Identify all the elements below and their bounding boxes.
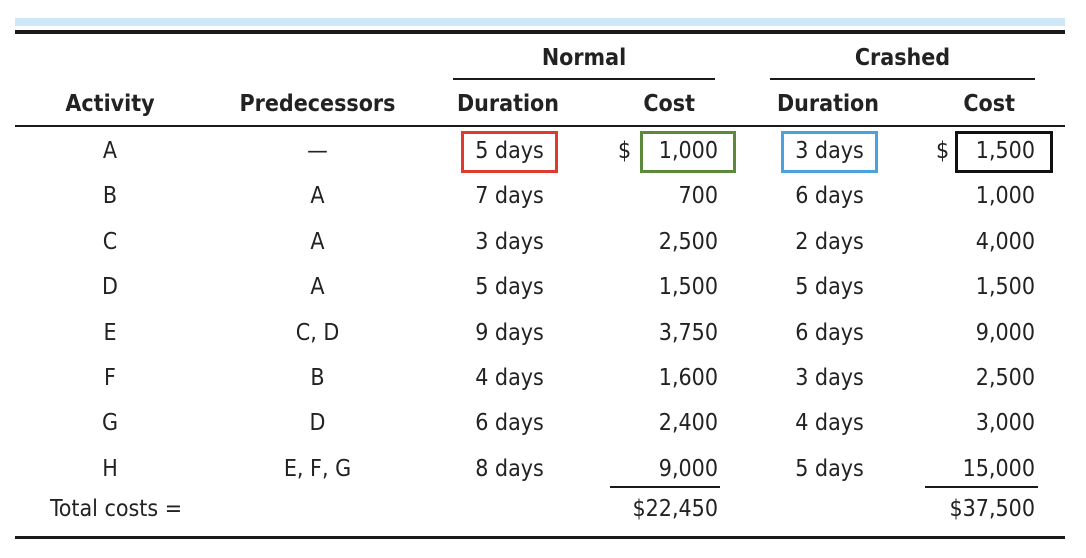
cell-activity: E	[103, 319, 117, 346]
cell-crashed-cost: 1,500	[975, 274, 1035, 301]
cell-normal-cost: 700	[678, 183, 719, 210]
highlight-normal-cost	[640, 131, 736, 173]
column-header-activity: Activity	[65, 91, 155, 117]
cell-normal-cost: 2,400	[658, 410, 718, 437]
normal-group-rule	[453, 78, 715, 80]
column-header-crashed-cost: Cost	[963, 91, 1015, 117]
cell-activity: C	[102, 228, 118, 255]
cell-crashed-cost: 9,000	[975, 319, 1035, 346]
cell-activity: D	[102, 274, 118, 301]
cell-crashed-cost: 4,000	[975, 228, 1035, 255]
highlight-crashed-cost	[955, 131, 1053, 173]
column-header-predecessors: Predecessors	[239, 91, 396, 117]
cell-activity: H	[102, 455, 118, 482]
cell-normal-cost: 9,000	[658, 455, 718, 482]
total-crashed-cost: $37,500	[949, 496, 1035, 522]
total-costs-label: Total costs =	[50, 496, 183, 522]
cell-crashed-cost: 1,500	[975, 138, 1035, 164]
cell-normal-duration: 5 days	[475, 274, 544, 301]
cell-normal-duration: 3 days	[475, 228, 544, 255]
group-header-crashed: Crashed	[854, 45, 951, 71]
cell-crashed-cost: 2,500	[975, 365, 1035, 391]
cell-predecessors: E, F, G	[283, 455, 352, 482]
column-header-normal-cost: Cost	[643, 91, 695, 117]
cell-crashed-duration: 6 days	[795, 319, 864, 346]
column-header-crashed-duration: Duration	[776, 91, 880, 117]
table-bottom-rule	[15, 536, 1065, 539]
cell-crashed-cost: 15,000	[962, 455, 1035, 482]
cell-predecessors: A	[310, 274, 325, 301]
cell-predecessors: A	[310, 183, 325, 210]
cell-predecessors: A	[310, 228, 325, 255]
cell-activity: A	[102, 138, 118, 164]
top-accent-bar	[15, 18, 1065, 26]
cell-predecessors: C, D	[295, 319, 340, 346]
table-top-rule	[15, 30, 1065, 34]
crashed-group-rule	[770, 78, 1035, 80]
cell-predecessors: —	[307, 138, 328, 164]
cell-crashed-duration: 5 days	[795, 455, 864, 482]
cell-crashed-duration: 5 days	[795, 274, 864, 301]
cell-predecessors: B	[310, 365, 325, 391]
cell-activity: B	[102, 183, 118, 210]
cell-normal-cost: 1,600	[658, 365, 718, 391]
cell-normal-cost: 3,750	[658, 319, 718, 346]
cell-crashed-duration: 6 days	[795, 183, 864, 210]
cell-normal-duration: 4 days	[475, 365, 544, 391]
highlight-normal-duration	[461, 131, 558, 173]
cell-predecessors: D	[309, 410, 326, 437]
group-header-normal: Normal	[541, 45, 627, 71]
cell-normal-duration: 5 days	[475, 138, 544, 164]
cell-crashed-duration: 4 days	[795, 410, 864, 437]
cell-normal-duration: 7 days	[475, 183, 544, 210]
total-normal-cost: $22,450	[632, 496, 718, 522]
cell-crashed-duration: 3 days	[795, 138, 864, 164]
cell-crashed-duration: 2 days	[795, 228, 864, 255]
header-rule	[15, 125, 1065, 127]
cell-normal-cost: 1,000	[658, 138, 718, 164]
normal-subtotal-rule	[610, 486, 720, 488]
currency-symbol: $	[936, 138, 950, 164]
cell-normal-cost: 2,500	[658, 228, 718, 255]
cell-crashed-cost: 1,000	[975, 183, 1035, 210]
cell-activity: F	[104, 365, 116, 391]
cell-activity: G	[101, 410, 119, 437]
cell-crashed-duration: 3 days	[795, 365, 864, 391]
cell-normal-duration: 6 days	[475, 410, 544, 437]
cell-normal-duration: 9 days	[475, 319, 544, 346]
cell-normal-duration: 8 days	[475, 455, 544, 482]
cell-normal-cost: 1,500	[658, 274, 718, 301]
crashed-subtotal-rule	[925, 486, 1038, 488]
currency-symbol: $	[618, 138, 632, 164]
highlight-crashed-duration	[781, 131, 878, 173]
column-header-normal-duration: Duration	[456, 91, 560, 117]
cell-crashed-cost: 3,000	[975, 410, 1035, 437]
